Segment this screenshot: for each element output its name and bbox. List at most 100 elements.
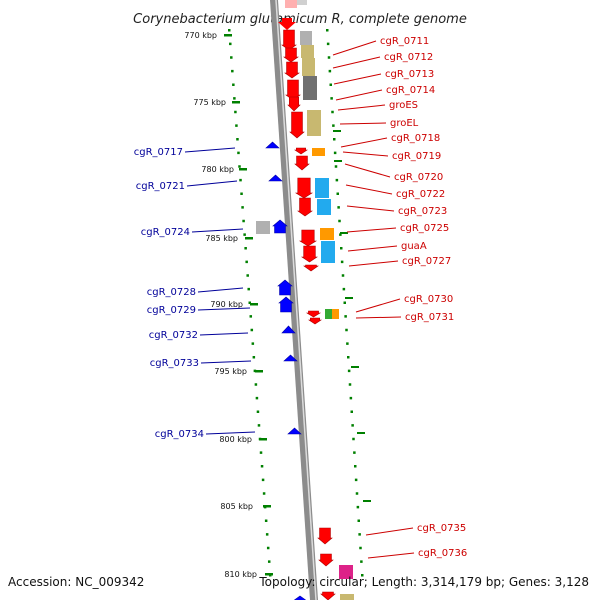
cog-block <box>312 148 325 156</box>
track-dot <box>348 383 352 386</box>
cog-block <box>303 76 317 100</box>
track-dot <box>266 546 270 550</box>
forward-gene-label[interactable]: groEL <box>390 118 419 129</box>
track-dot <box>254 383 258 386</box>
track-dot <box>341 274 345 277</box>
forward-gene-arrow[interactable] <box>294 147 308 155</box>
reverse-strand-genes <box>265 141 307 600</box>
forward-gene-label[interactable]: cgR_0723 <box>398 206 447 217</box>
forward-gene-label[interactable]: cgR_0727 <box>402 256 451 267</box>
forward-gene-label[interactable]: cgR_0711 <box>380 36 429 47</box>
track-dot <box>353 451 356 454</box>
forward-gene-arrow[interactable] <box>320 591 336 600</box>
track-dot <box>327 56 331 59</box>
forward-gene-arrow[interactable] <box>283 47 299 63</box>
track-dot <box>238 165 241 168</box>
reverse-gene-label[interactable]: cgR_0732 <box>149 330 198 341</box>
reverse-gene-arrow[interactable] <box>272 219 288 234</box>
kbp-tick <box>259 438 267 441</box>
track-dot <box>253 369 257 373</box>
forward-gene-label[interactable]: cgR_0718 <box>391 133 440 144</box>
forward-label-leader <box>332 56 381 69</box>
cog-block <box>325 309 333 319</box>
forward-gene-arrow[interactable] <box>281 29 297 51</box>
forward-gene-arrow[interactable] <box>287 96 301 112</box>
forward-gene-label[interactable]: cgR_0730 <box>404 294 453 305</box>
reverse-gene-label[interactable]: cgR_0717 <box>134 147 183 158</box>
forward-gene-arrow[interactable] <box>294 177 314 199</box>
track-dash <box>333 130 341 132</box>
cog-block <box>256 221 270 234</box>
accession-text: Accession: NC_009342 <box>8 575 144 589</box>
reverse-gene-arrow[interactable] <box>268 174 283 182</box>
track-dot <box>355 492 359 495</box>
track-dot <box>267 560 271 563</box>
forward-gene-arrow[interactable] <box>308 317 322 325</box>
forward-gene-label[interactable]: cgR_0731 <box>405 312 454 323</box>
track-dot <box>231 69 234 73</box>
forward-gene-arrow[interactable] <box>289 111 305 139</box>
reverse-gene-arrow[interactable] <box>293 595 307 600</box>
forward-gene-arrow[interactable] <box>284 61 300 79</box>
cog-block <box>315 178 329 198</box>
kbp-tick <box>224 34 232 37</box>
forward-gene-label[interactable]: cgR_0735 <box>417 523 466 534</box>
forward-gene-label[interactable]: groES <box>389 100 418 111</box>
track-dot <box>354 465 357 468</box>
forward-gene-arrow[interactable] <box>297 197 313 217</box>
forward-gene-label[interactable]: cgR_0713 <box>385 69 434 80</box>
forward-gene-arrow[interactable] <box>305 310 322 318</box>
forward-gene-label[interactable]: cgR_0720 <box>394 172 443 183</box>
reverse-gene-label[interactable]: cgR_0721 <box>136 181 185 192</box>
track-dot <box>328 69 332 73</box>
forward-gene-label[interactable]: cgR_0722 <box>396 189 445 200</box>
track-dot <box>255 396 259 400</box>
reverse-gene-arrow[interactable] <box>287 427 302 435</box>
track-dot <box>336 192 339 195</box>
forward-gene-arrow[interactable] <box>294 155 310 171</box>
track-dot <box>230 56 233 59</box>
forward-gene-label[interactable]: cgR_0719 <box>392 151 441 162</box>
forward-gene-arrow[interactable] <box>298 229 318 247</box>
forward-strand-genes <box>281 29 336 600</box>
forward-label-leader <box>345 184 393 195</box>
forward-gene-arrow[interactable] <box>303 264 319 272</box>
track-dot <box>357 519 360 522</box>
forward-gene-label[interactable]: cgR_0714 <box>386 85 435 96</box>
cog-block <box>339 565 353 579</box>
track-dot <box>240 192 243 195</box>
forward-label-leader <box>355 298 401 313</box>
track-dot <box>337 206 340 209</box>
forward-gene-label[interactable]: cgR_0725 <box>400 223 449 234</box>
track-dot <box>344 315 347 318</box>
reverse-gene-arrow[interactable] <box>265 141 280 149</box>
forward-gene-arrow[interactable] <box>318 553 334 567</box>
cog-block <box>320 228 334 240</box>
kbp-tick <box>263 505 271 508</box>
kbp-label: 780 kbp <box>201 165 234 174</box>
track-dot <box>236 138 239 141</box>
reverse-gene-arrow[interactable] <box>281 325 296 334</box>
reverse-gene-label[interactable]: cgR_0733 <box>150 358 199 369</box>
reverse-gene-label[interactable]: cgR_0724 <box>141 227 190 238</box>
backbone-highlight <box>275 0 317 600</box>
reverse-gene-label[interactable]: cgR_0729 <box>147 305 196 316</box>
reverse-gene-arrow[interactable] <box>277 279 293 296</box>
forward-gene-arrow[interactable] <box>317 527 333 545</box>
track-dot <box>242 219 245 223</box>
reverse-gene-label[interactable]: cgR_0728 <box>147 287 196 298</box>
forward-gene-arrow[interactable] <box>301 245 318 263</box>
kbp-tick <box>255 370 263 373</box>
track-dot <box>340 260 344 264</box>
track-dot <box>241 206 244 209</box>
forward-gene-label[interactable]: guaA <box>401 241 427 252</box>
reverse-gene-arrow[interactable] <box>278 296 294 313</box>
reverse-gene-arrow[interactable] <box>283 354 298 362</box>
reverse-gene-label[interactable]: cgR_0734 <box>155 429 204 440</box>
forward-gene-label[interactable]: cgR_0712 <box>384 52 433 63</box>
track-dot <box>243 233 246 236</box>
track-dot <box>262 492 266 495</box>
forward-gene-label[interactable]: cgR_0736 <box>418 548 467 559</box>
track-dot <box>347 356 350 359</box>
track-dot <box>356 505 360 509</box>
